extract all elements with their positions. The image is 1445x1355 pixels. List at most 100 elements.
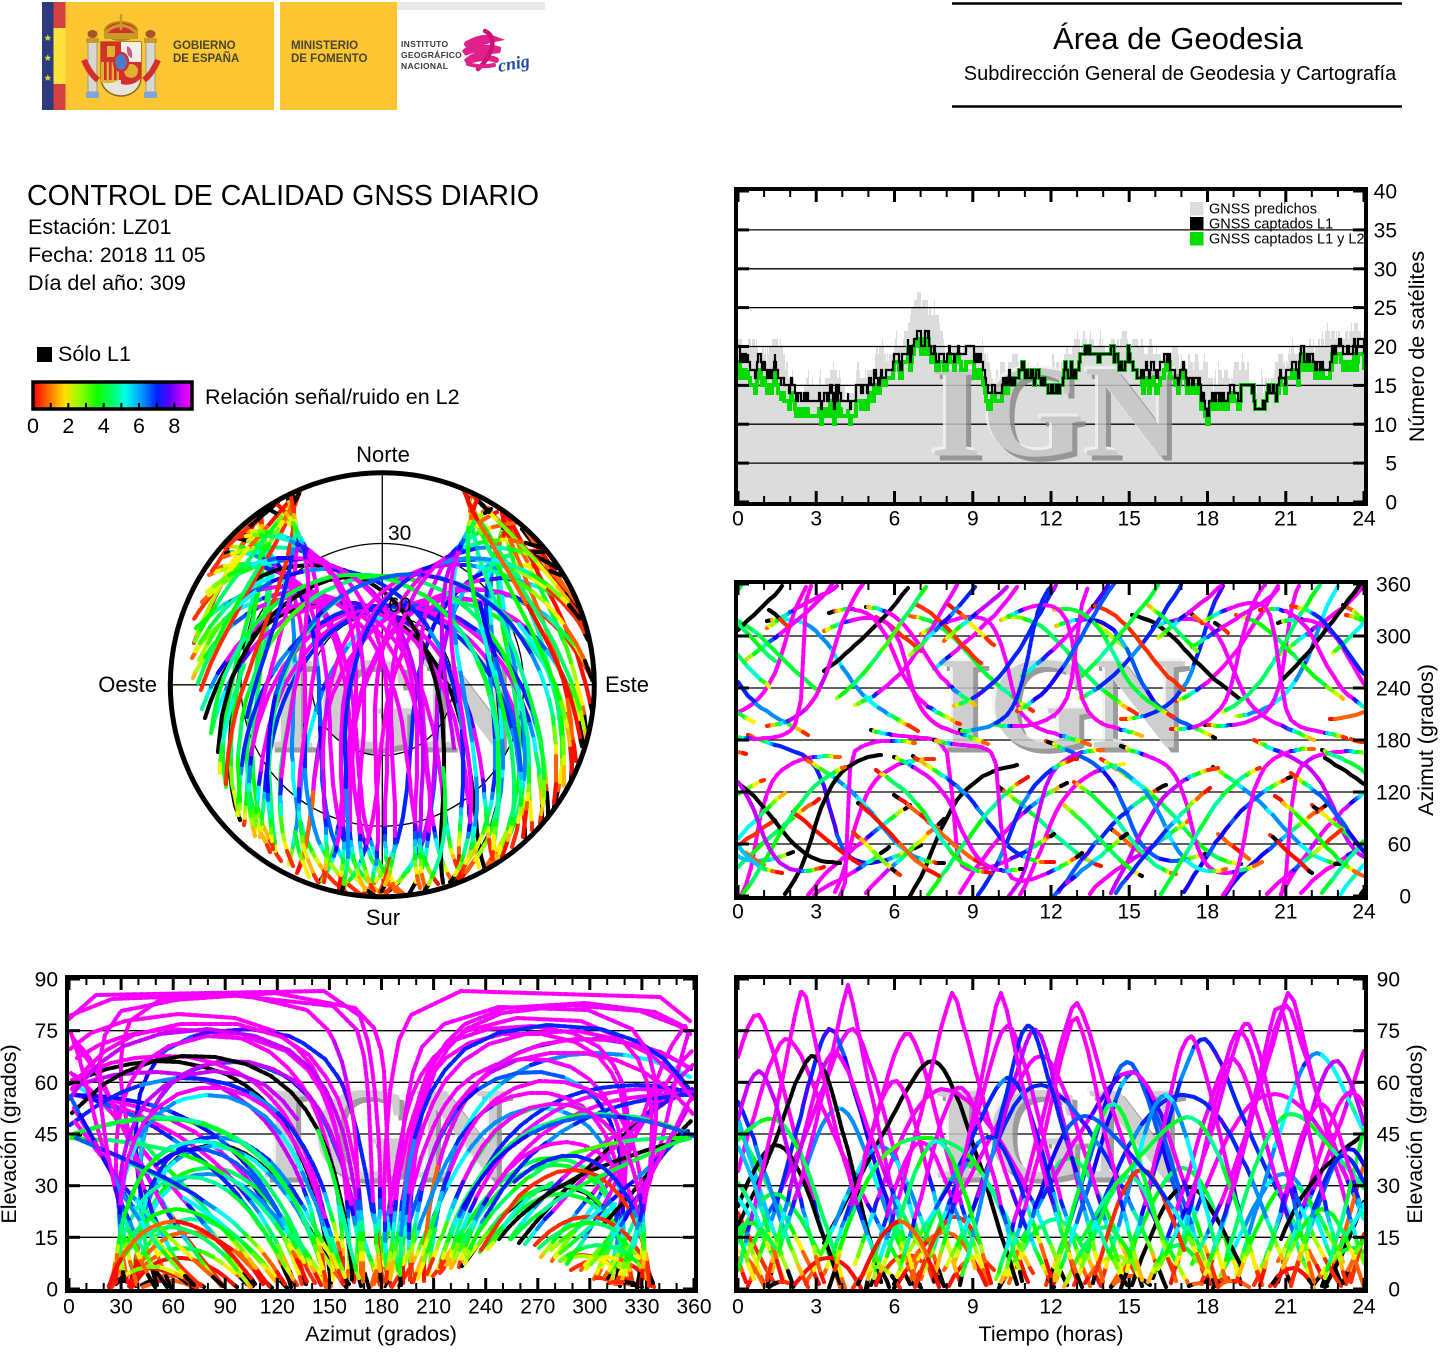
svg-text:0: 0	[27, 414, 39, 438]
svg-text:12: 12	[1039, 901, 1062, 924]
svg-text:21: 21	[1274, 1296, 1297, 1319]
svg-text:Azimut (grados): Azimut (grados)	[1414, 664, 1438, 816]
svg-text:Área de Geodesia: Área de Geodesia	[1053, 21, 1304, 56]
svg-text:4: 4	[98, 414, 110, 438]
svg-text:12: 12	[1039, 508, 1062, 531]
svg-text:30: 30	[1374, 258, 1397, 281]
svg-text:GNSS predichos: GNSS predichos	[1209, 202, 1317, 218]
svg-text:6: 6	[889, 901, 901, 924]
svg-text:120: 120	[1376, 782, 1411, 805]
svg-text:6: 6	[889, 508, 901, 531]
svg-text:Día del año: 309: Día del año: 309	[28, 271, 186, 295]
svg-text:Sólo L1: Sólo L1	[58, 342, 131, 366]
svg-text:30: 30	[109, 1296, 132, 1319]
svg-text:DE ESPAÑA: DE ESPAÑA	[173, 52, 239, 65]
svg-text:18: 18	[1196, 508, 1219, 531]
svg-text:Sur: Sur	[366, 905, 400, 930]
svg-text:0: 0	[1388, 1279, 1400, 1302]
svg-text:Fecha: 2018 11 05: Fecha: 2018 11 05	[28, 243, 206, 267]
svg-text:0: 0	[46, 1279, 58, 1302]
svg-text:6: 6	[889, 1296, 901, 1319]
svg-text:300: 300	[1376, 626, 1411, 649]
svg-text:Elevación (grados): Elevación (grados)	[0, 1044, 21, 1223]
svg-text:300: 300	[572, 1296, 607, 1319]
svg-text:15: 15	[1118, 901, 1141, 924]
svg-text:5: 5	[1385, 453, 1397, 476]
svg-text:0: 0	[63, 1296, 75, 1319]
svg-text:60: 60	[1388, 834, 1411, 857]
svg-text:DE FOMENTO: DE FOMENTO	[291, 53, 368, 65]
svg-text:Azimut (grados): Azimut (grados)	[305, 1322, 457, 1346]
svg-text:210: 210	[416, 1296, 451, 1319]
svg-text:3: 3	[810, 508, 822, 531]
svg-text:Subdirección General de Geodes: Subdirección General de Geodesia y Carto…	[964, 63, 1397, 85]
svg-text:3: 3	[810, 1296, 822, 1319]
svg-text:60: 60	[388, 594, 411, 617]
svg-text:Estación: LZ01: Estación: LZ01	[28, 215, 171, 239]
svg-text:3: 3	[810, 901, 822, 924]
svg-text:8: 8	[168, 414, 180, 438]
svg-text:GNSS captados L1 y L2: GNSS captados L1 y L2	[1209, 232, 1365, 248]
svg-text:270: 270	[520, 1296, 555, 1319]
svg-text:Este: Este	[605, 672, 649, 697]
svg-text:240: 240	[468, 1296, 503, 1319]
svg-text:24: 24	[1352, 1296, 1376, 1319]
svg-text:0: 0	[732, 1296, 744, 1319]
svg-text:MINISTERIO: MINISTERIO	[291, 40, 358, 52]
svg-text:20: 20	[1374, 336, 1397, 359]
svg-text:9: 9	[967, 508, 979, 531]
svg-text:240: 240	[1376, 678, 1411, 701]
svg-text:35: 35	[1374, 219, 1397, 242]
svg-text:45: 45	[1377, 1124, 1400, 1147]
svg-text:21: 21	[1274, 508, 1297, 531]
svg-text:25: 25	[1374, 297, 1397, 320]
svg-text:180: 180	[364, 1296, 399, 1319]
svg-text:18: 18	[1196, 901, 1219, 924]
svg-text:CONTROL DE CALIDAD GNSS DIARIO: CONTROL DE CALIDAD GNSS DIARIO	[27, 180, 539, 212]
svg-text:2: 2	[62, 414, 74, 438]
svg-text:IGN: IGN	[935, 343, 1184, 490]
svg-text:60: 60	[162, 1296, 185, 1319]
svg-text:Relación señal/ruido en L2: Relación señal/ruido en L2	[205, 385, 460, 409]
svg-text:0: 0	[1399, 886, 1411, 909]
svg-text:90: 90	[214, 1296, 237, 1319]
svg-text:30: 30	[388, 522, 411, 545]
svg-text:40: 40	[1374, 181, 1397, 204]
svg-text:GOBIERNO: GOBIERNO	[173, 40, 236, 52]
svg-text:75: 75	[1377, 1020, 1400, 1043]
svg-text:IGN: IGN	[927, 335, 1176, 482]
svg-text:6: 6	[133, 414, 145, 438]
svg-text:Tiempo (horas): Tiempo (horas)	[979, 1322, 1124, 1346]
svg-text:Oeste: Oeste	[98, 672, 157, 697]
svg-text:15: 15	[1377, 1227, 1400, 1250]
svg-text:15: 15	[1118, 508, 1141, 531]
svg-text:9: 9	[967, 901, 979, 924]
svg-text:45: 45	[35, 1124, 58, 1147]
svg-text:150: 150	[312, 1296, 347, 1319]
svg-text:IGN: IGN	[930, 338, 1179, 485]
svg-text:21: 21	[1274, 901, 1297, 924]
svg-text:12: 12	[1039, 1296, 1062, 1319]
svg-text:15: 15	[35, 1227, 58, 1250]
svg-text:75: 75	[35, 1020, 58, 1043]
svg-text:0: 0	[1385, 492, 1397, 515]
svg-text:0: 0	[732, 508, 744, 531]
svg-text:Norte: Norte	[356, 442, 410, 467]
svg-text:60: 60	[35, 1072, 58, 1095]
svg-text:GNSS captados L1: GNSS captados L1	[1209, 217, 1333, 233]
svg-text:24: 24	[1352, 901, 1376, 924]
svg-text:0: 0	[732, 901, 744, 924]
svg-text:24: 24	[1352, 508, 1376, 531]
svg-text:60: 60	[1377, 1072, 1400, 1095]
svg-text:GEOGRÁFICO: GEOGRÁFICO	[401, 50, 462, 60]
svg-text:180: 180	[1376, 730, 1411, 753]
svg-text:INSTITUTO: INSTITUTO	[401, 39, 448, 49]
svg-text:120: 120	[260, 1296, 295, 1319]
svg-text:10: 10	[1374, 414, 1397, 437]
svg-text:360: 360	[1376, 574, 1411, 597]
svg-text:90: 90	[35, 969, 58, 992]
svg-text:NACIONAL: NACIONAL	[401, 61, 448, 71]
svg-text:15: 15	[1374, 375, 1397, 398]
svg-text:360: 360	[676, 1296, 711, 1319]
svg-text:18: 18	[1196, 1296, 1219, 1319]
